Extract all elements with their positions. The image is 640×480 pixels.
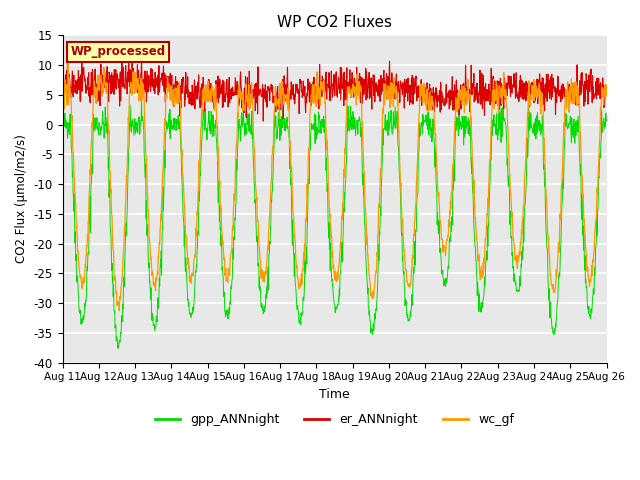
X-axis label: Time: Time xyxy=(319,388,350,401)
er_ANNnight xyxy=(259,118,267,124)
er_ANNnight xyxy=(491,78,499,84)
wc_gf xyxy=(65,59,72,65)
er_ANNnight xyxy=(125,50,132,56)
Title: WP CO2 Fluxes: WP CO2 Fluxes xyxy=(277,15,392,30)
Text: WP_processed: WP_processed xyxy=(70,45,166,58)
er_ANNnight xyxy=(180,83,188,88)
er_ANNnight xyxy=(420,99,428,105)
Line: wc_gf: wc_gf xyxy=(63,62,607,311)
wc_gf xyxy=(420,93,428,98)
er_ANNnight xyxy=(167,85,175,91)
gpp_ANNnight xyxy=(180,244,188,250)
gpp_ANNnight xyxy=(241,120,249,126)
wc_gf xyxy=(241,105,249,110)
gpp_ANNnight xyxy=(420,114,428,120)
gpp_ANNnight xyxy=(603,117,611,122)
Y-axis label: CO2 Flux (μmol/m2/s): CO2 Flux (μmol/m2/s) xyxy=(15,134,28,264)
Line: er_ANNnight: er_ANNnight xyxy=(63,53,607,121)
gpp_ANNnight xyxy=(115,346,122,351)
gpp_ANNnight xyxy=(59,118,67,124)
er_ANNnight xyxy=(59,77,67,83)
wc_gf xyxy=(167,83,175,89)
wc_gf xyxy=(115,308,123,313)
gpp_ANNnight xyxy=(138,94,145,100)
wc_gf xyxy=(603,92,611,98)
wc_gf xyxy=(539,102,547,108)
er_ANNnight xyxy=(241,102,248,108)
er_ANNnight xyxy=(603,88,611,94)
Legend: gpp_ANNnight, er_ANNnight, wc_gf: gpp_ANNnight, er_ANNnight, wc_gf xyxy=(150,408,519,431)
er_ANNnight xyxy=(539,96,547,102)
wc_gf xyxy=(180,201,188,207)
wc_gf xyxy=(59,103,67,108)
Line: gpp_ANNnight: gpp_ANNnight xyxy=(63,97,607,348)
wc_gf xyxy=(491,87,499,93)
gpp_ANNnight xyxy=(167,118,175,123)
gpp_ANNnight xyxy=(491,121,499,127)
gpp_ANNnight xyxy=(539,123,547,129)
